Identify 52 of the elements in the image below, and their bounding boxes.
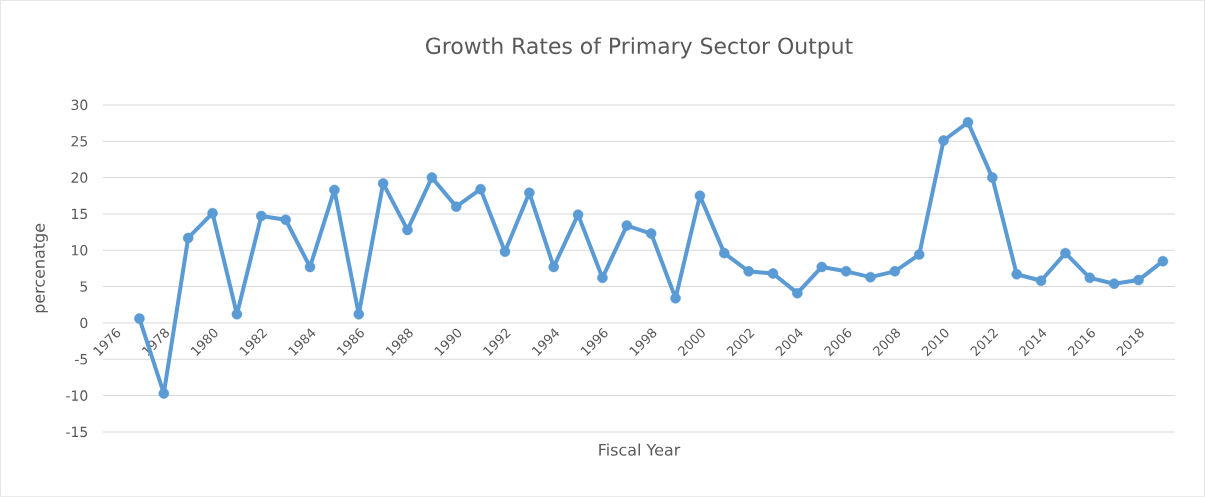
point (962, 117, 974, 128)
point (1084, 272, 1096, 284)
point (280, 214, 291, 226)
y-tick-label: 10 (72, 245, 88, 256)
point (353, 309, 365, 320)
point (475, 184, 486, 195)
y-tick-label: -5 (75, 354, 88, 365)
point (134, 313, 145, 324)
point (792, 287, 803, 299)
point (913, 249, 925, 260)
chart-title: Growth Rates of Primary Sector Output (426, 37, 853, 59)
y-tick-label: 30 (71, 99, 88, 111)
y-tick-label: 20 (71, 172, 88, 183)
point (1133, 274, 1144, 286)
y-tick-label: 5 (80, 281, 88, 292)
point (865, 271, 876, 283)
point (938, 135, 949, 146)
point (1011, 269, 1022, 280)
point (231, 309, 243, 320)
y-axis-title: percenatge (33, 223, 48, 313)
point (987, 172, 998, 183)
x-axis-title: Fiscal Year (599, 443, 681, 456)
y-tick-label: -15 (66, 426, 88, 438)
point (816, 261, 827, 273)
point (767, 268, 779, 279)
point (304, 261, 316, 273)
y-tick-label: -10 (66, 390, 88, 401)
y-tick-label: 15 (72, 208, 88, 220)
point (572, 209, 584, 220)
point (743, 266, 754, 277)
point (402, 224, 413, 236)
point (1035, 275, 1047, 287)
point (1108, 278, 1120, 290)
point (645, 228, 657, 239)
point (1157, 255, 1169, 267)
point (621, 220, 633, 231)
point (840, 266, 852, 277)
y-tick-label: 25 (71, 136, 88, 147)
point (426, 172, 438, 183)
y-tick-label: 0 (80, 317, 88, 329)
point (889, 266, 901, 277)
point (450, 201, 462, 212)
point (182, 232, 194, 244)
point (207, 208, 218, 219)
point (670, 293, 681, 304)
point (597, 272, 608, 284)
point (256, 210, 267, 222)
point (1060, 247, 1071, 259)
point (377, 178, 389, 189)
point (719, 247, 730, 259)
point (329, 184, 340, 196)
point (158, 388, 170, 399)
